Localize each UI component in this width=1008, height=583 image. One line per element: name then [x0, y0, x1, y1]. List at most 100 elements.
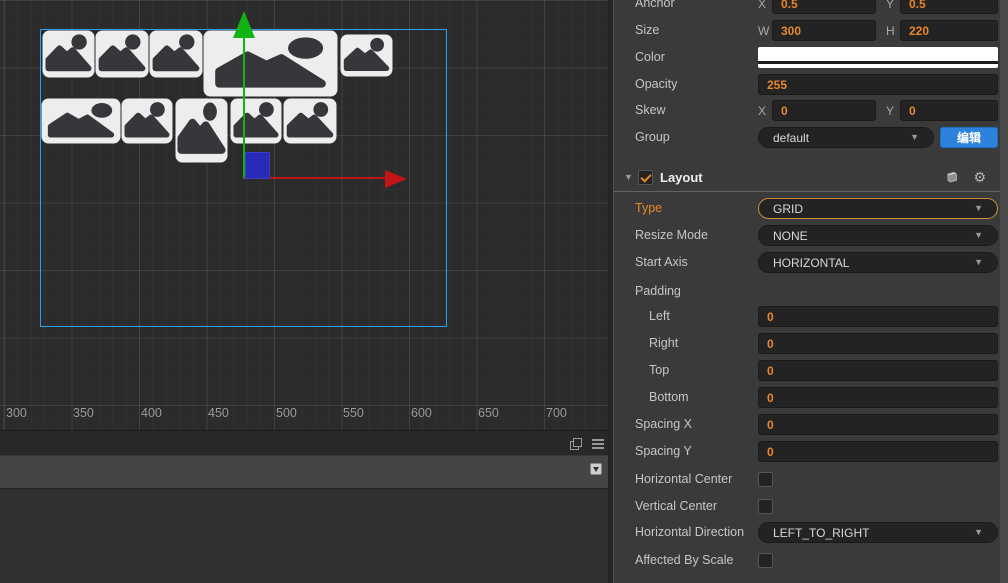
y-axis-arrow-icon[interactable]	[233, 11, 255, 38]
horizontal-center-label: Horizontal Center	[635, 472, 733, 486]
size-h-input[interactable]: 220	[900, 20, 998, 41]
ruler-tick-label: 300	[6, 406, 27, 420]
ruler-tick-label: 650	[478, 406, 499, 420]
x-axis-gizmo[interactable]	[244, 177, 386, 179]
row-spacing-x: Spacing X 0	[614, 414, 1000, 435]
spacing-y-label: Spacing Y	[635, 444, 692, 458]
row-skew: Skew X 0 Y 0	[614, 100, 1000, 121]
group-select[interactable]: default ▼	[758, 127, 934, 148]
group-edit-button[interactable]: 编辑	[940, 127, 998, 148]
horizontal-direction-label: Horizontal Direction	[635, 525, 745, 539]
padding-left-label: Left	[649, 309, 670, 323]
row-horizontal-direction: Horizontal Direction LEFT_TO_RIGHT ▼	[614, 522, 1000, 543]
ruler-tick-label: 600	[411, 406, 432, 420]
ruler-tick-label: 400	[141, 406, 162, 420]
panel-divider[interactable]	[608, 0, 614, 583]
chevron-down-icon: ▼	[974, 257, 983, 267]
duplicate-icon[interactable]	[570, 438, 582, 450]
size-w-input[interactable]: 300	[772, 20, 876, 41]
row-group: Group default ▼ 编辑	[614, 127, 1000, 148]
padding-left-input[interactable]: 0	[758, 306, 998, 327]
row-padding: Padding	[614, 281, 1000, 302]
anchor-x-label: X	[758, 0, 767, 11]
resize-mode-label: Resize Mode	[635, 228, 708, 242]
anchor-y-label: Y	[886, 0, 895, 11]
row-opacity: Opacity 255	[614, 74, 1000, 95]
size-label: Size	[635, 23, 660, 37]
affected-by-scale-checkbox[interactable]	[758, 553, 773, 568]
padding-top-input[interactable]: 0	[758, 360, 998, 381]
skew-label: Skew	[635, 103, 666, 117]
resize-mode-select[interactable]: NONE ▼	[758, 225, 998, 246]
padding-label: Padding	[635, 284, 681, 298]
docs-icon[interactable]	[945, 170, 959, 184]
chevron-down-icon: ▼	[974, 527, 983, 537]
color-label: Color	[635, 50, 665, 64]
anchor-handle[interactable]	[245, 152, 270, 179]
row-spacing-y: Spacing Y 0	[614, 441, 1000, 462]
chevron-down-icon: ▼	[974, 230, 983, 240]
row-affected-by-scale: Affected By Scale	[614, 550, 1000, 571]
alpha-bar	[758, 64, 998, 68]
vertical-center-checkbox[interactable]	[758, 499, 773, 514]
layout-enabled-checkbox[interactable]	[638, 169, 653, 185]
ruler-tick-label: 500	[276, 406, 297, 420]
horizontal-center-checkbox[interactable]	[758, 472, 773, 487]
sprite-image-placeholder[interactable]	[95, 30, 149, 81]
row-color: Color	[614, 47, 1000, 68]
row-padding-bottom: Bottom 0	[614, 387, 1000, 408]
color-picker[interactable]	[758, 47, 998, 68]
chevron-down-icon: ▼	[974, 203, 983, 213]
gear-icon[interactable]: ⚙	[973, 169, 986, 185]
horizontal-direction-select[interactable]: LEFT_TO_RIGHT ▼	[758, 522, 998, 543]
vertical-center-label: Vertical Center	[635, 499, 717, 513]
sprite-image-placeholder[interactable]	[283, 98, 337, 147]
spacing-y-input[interactable]: 0	[758, 441, 998, 462]
row-layout-type: Type GRID ▼	[614, 198, 1000, 219]
padding-bottom-label: Bottom	[649, 390, 689, 404]
section-separator	[614, 191, 1000, 192]
row-resize-mode: Resize Mode NONE ▼	[614, 225, 1000, 246]
sprite-image-placeholder[interactable]	[340, 34, 393, 80]
menu-icon[interactable]	[592, 439, 604, 449]
inspector-scrollbar[interactable]	[1000, 0, 1008, 583]
color-swatch	[758, 47, 998, 61]
panel-header-bar	[0, 455, 608, 488]
ruler-tick-label: 450	[208, 406, 229, 420]
collapse-panel-icon[interactable]	[590, 463, 602, 475]
spacing-x-label: Spacing X	[635, 417, 692, 431]
sprite-image-placeholder[interactable]	[121, 98, 173, 147]
collapse-arrow-icon[interactable]: ▼	[624, 172, 633, 182]
scene-view[interactable]: 300 350 400 450 500 550 600 650 700	[0, 0, 608, 430]
inspector-panel: Anchor X 0.5 Y 0.5 Size W 300 H 220 Colo…	[614, 0, 1008, 583]
ruler-tick-label: 550	[343, 406, 364, 420]
y-axis-gizmo[interactable]	[243, 36, 245, 179]
skew-y-input[interactable]: 0	[900, 100, 998, 121]
start-axis-label: Start Axis	[635, 255, 688, 269]
anchor-label: Anchor	[635, 0, 675, 10]
opacity-input[interactable]: 255	[758, 74, 998, 95]
skew-y-label: Y	[886, 103, 895, 118]
padding-bottom-input[interactable]: 0	[758, 387, 998, 408]
sprite-image-placeholder[interactable]	[41, 98, 121, 147]
sprite-image-placeholder[interactable]	[175, 98, 228, 166]
type-select[interactable]: GRID ▼	[758, 198, 998, 219]
row-start-axis: Start Axis HORIZONTAL ▼	[614, 252, 1000, 273]
padding-right-label: Right	[649, 336, 679, 350]
affected-by-scale-label: Affected By Scale	[635, 553, 734, 567]
padding-top-label: Top	[649, 363, 670, 377]
row-padding-left: Left 0	[614, 306, 1000, 327]
console-output-panel[interactable]	[0, 488, 608, 583]
anchor-x-input[interactable]: 0.5	[772, 0, 876, 14]
start-axis-select[interactable]: HORIZONTAL ▼	[758, 252, 998, 273]
sprite-image-placeholder[interactable]	[149, 30, 203, 81]
sprite-image-placeholder[interactable]	[42, 30, 95, 81]
anchor-y-input[interactable]: 0.5	[900, 0, 998, 14]
skew-x-input[interactable]: 0	[772, 100, 876, 121]
spacing-x-input[interactable]: 0	[758, 414, 998, 435]
x-axis-arrow-icon[interactable]	[385, 170, 407, 188]
group-label: Group	[635, 130, 670, 144]
row-horizontal-center: Horizontal Center	[614, 469, 1000, 490]
size-h-label: H	[886, 23, 895, 38]
padding-right-input[interactable]: 0	[758, 333, 998, 354]
